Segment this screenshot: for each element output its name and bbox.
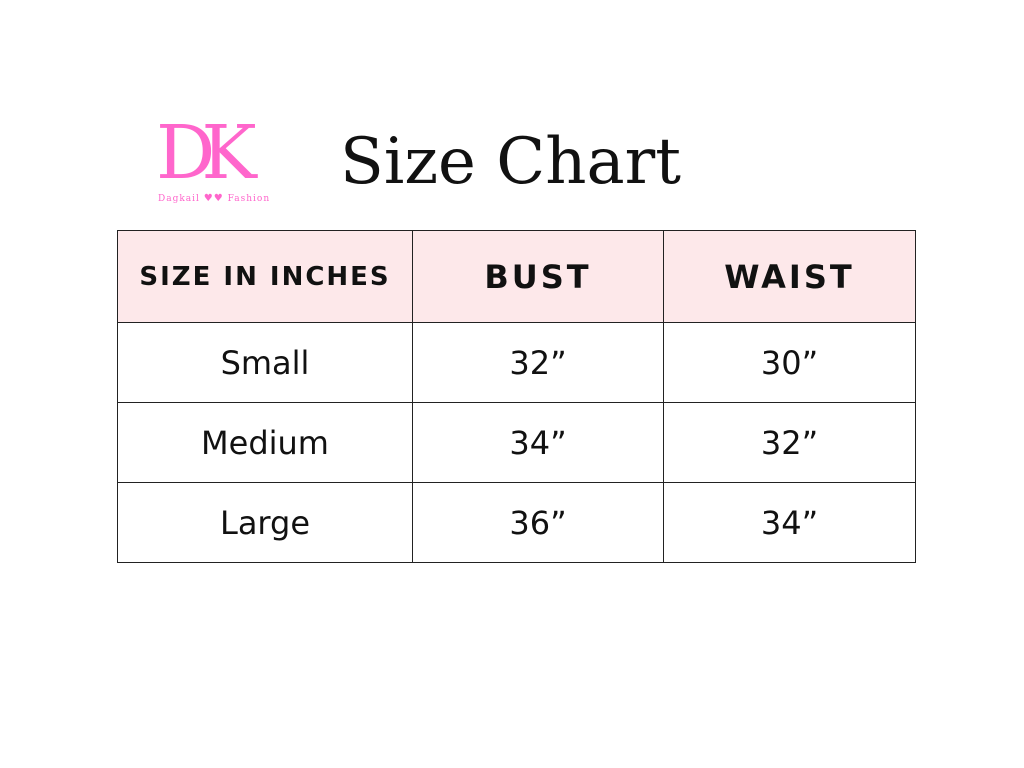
header-bust: BUST [412,230,664,323]
cell-bust: 34” [412,402,664,483]
cell-waist: 34” [663,482,916,563]
logo-wordmark: Dagkail ♥♥ Fashion [158,193,270,204]
table-row: Large 36” 34” [117,482,916,563]
heart-icon: ♥♥ [203,193,224,204]
cell-size: Small [117,322,413,403]
page-title: Size Chart [340,125,681,199]
table-header-row: SIZE IN INCHES BUST WAIST [117,230,916,323]
cell-size: Large [117,482,413,563]
cell-size: Medium [117,402,413,483]
cell-waist: 30” [663,322,916,403]
cell-bust: 32” [412,322,664,403]
logo-monogram: DK [156,110,257,196]
cell-waist: 32” [663,402,916,483]
cell-bust: 36” [412,482,664,563]
table-row: Small 32” 30” [117,322,916,403]
brand-logo: DK Dagkail ♥♥ Fashion [156,110,269,208]
header-size: SIZE IN INCHES [117,230,413,323]
logo-brand-left: Dagkail [158,194,200,204]
size-table: SIZE IN INCHES BUST WAIST Small 32” 30” … [117,230,916,563]
logo-brand-right: Fashion [227,194,271,204]
header-waist: WAIST [663,230,916,323]
table-row: Medium 34” 32” [117,402,916,483]
